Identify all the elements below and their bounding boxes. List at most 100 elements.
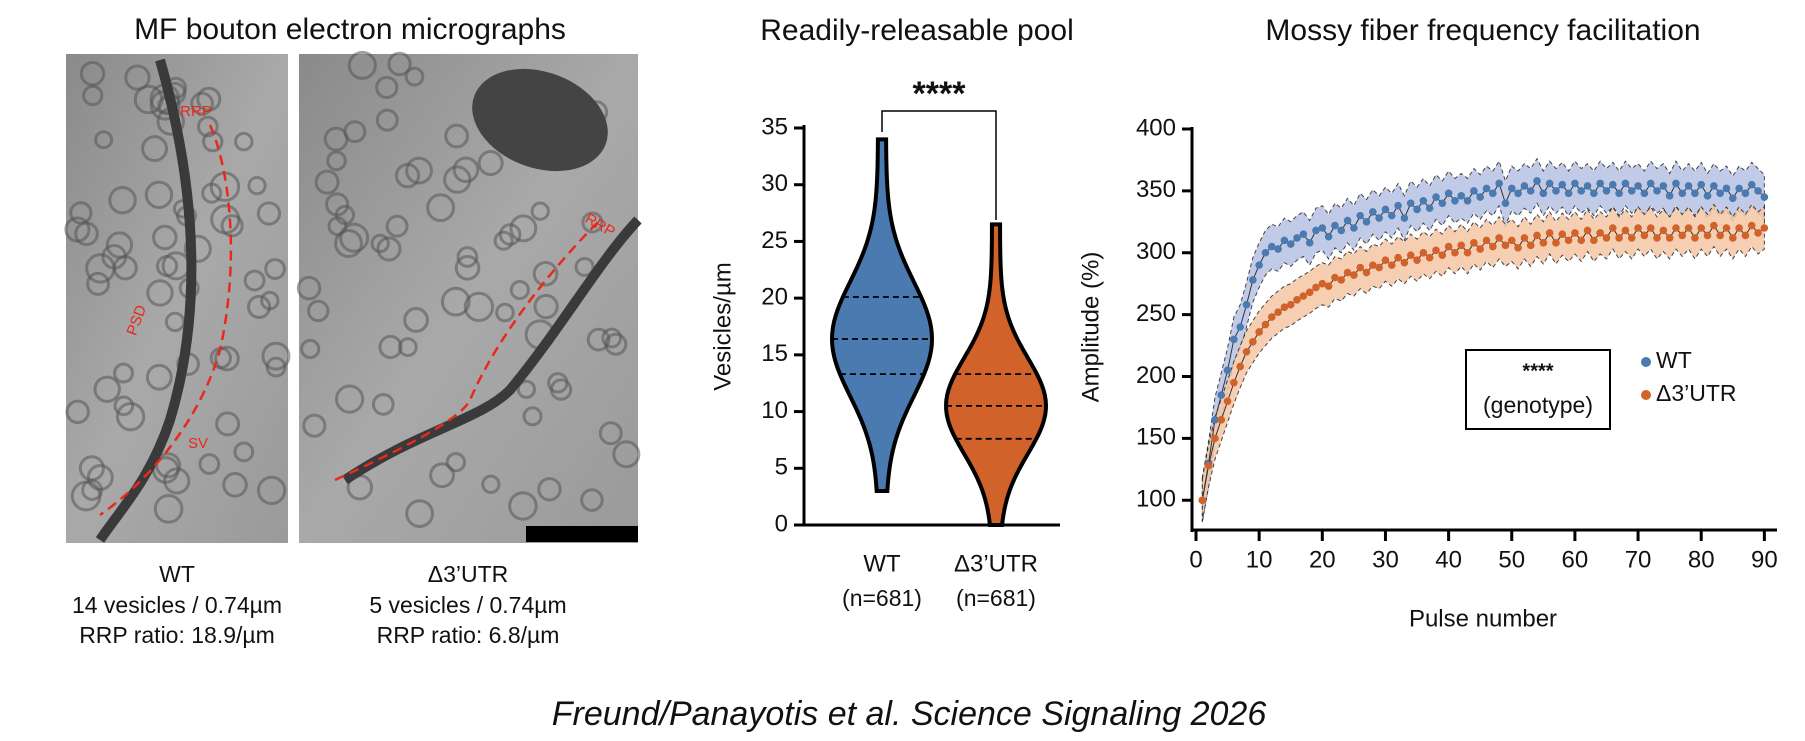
data-point	[1413, 256, 1421, 264]
vesicle	[445, 452, 467, 473]
data-point	[1495, 179, 1503, 188]
data-point	[1299, 230, 1308, 238]
data-point	[1230, 335, 1238, 344]
data-point	[1653, 234, 1661, 242]
data-point	[1261, 320, 1270, 329]
annotation: (genotype)	[1483, 392, 1593, 418]
data-point	[1621, 226, 1630, 235]
vesicle	[405, 156, 433, 185]
vesicle	[516, 379, 537, 399]
data-point	[1754, 187, 1762, 195]
data-point	[1609, 224, 1617, 232]
data-point	[1369, 261, 1377, 269]
vesicle	[477, 150, 504, 177]
data-point	[1350, 224, 1358, 232]
data-point	[1520, 234, 1529, 242]
vesicle	[347, 50, 377, 80]
vesicle	[343, 120, 367, 144]
data-point	[1406, 199, 1415, 208]
vesicle	[463, 291, 495, 323]
vesicle	[429, 462, 455, 489]
data-point	[1387, 261, 1396, 269]
y-axis-label: Vesicles/µm	[709, 262, 736, 391]
vesicle	[261, 341, 291, 371]
y-tick-label: 200	[1136, 362, 1176, 389]
x-tick-label: 30	[1372, 546, 1399, 573]
image-annotation: SV	[188, 435, 208, 452]
data-point	[1280, 236, 1289, 245]
y-tick-label: 5	[775, 454, 788, 481]
vesicle	[233, 441, 255, 463]
y-tick-label: 350	[1136, 176, 1176, 203]
data-point	[1665, 234, 1674, 242]
data-point	[1640, 189, 1649, 198]
data-point	[1432, 246, 1440, 255]
x-tick-label: 40	[1435, 546, 1462, 573]
data-point	[1261, 248, 1270, 257]
y-tick-label: 400	[1136, 114, 1176, 141]
data-point	[1293, 295, 1301, 304]
vesicle	[141, 135, 169, 163]
data-point	[1634, 182, 1642, 190]
data-point	[1274, 308, 1282, 316]
data-point	[1571, 229, 1579, 237]
panel-label: Δ3’UTR	[428, 561, 509, 587]
violin	[829, 137, 935, 493]
vesicle	[220, 214, 244, 238]
data-point	[1596, 229, 1604, 237]
data-point	[1413, 205, 1421, 214]
vesicle	[532, 261, 559, 287]
data-point	[1634, 224, 1642, 232]
data-point	[1242, 300, 1251, 309]
vesicle	[387, 51, 412, 77]
vesicle	[376, 236, 402, 262]
data-point	[1760, 193, 1769, 201]
data-point	[1451, 196, 1459, 205]
vesicle	[260, 290, 280, 311]
vesicle	[493, 230, 514, 251]
data-point	[1627, 187, 1636, 195]
vesicle	[370, 233, 390, 254]
data-point	[1356, 211, 1364, 220]
data-point	[1716, 189, 1724, 198]
data-point	[1356, 263, 1364, 272]
data-point	[1741, 231, 1750, 240]
vesicle	[334, 384, 365, 414]
vesicle	[375, 75, 399, 100]
data-point	[1438, 199, 1447, 208]
data-point	[1255, 328, 1263, 336]
data-point	[1653, 187, 1661, 195]
vesicle	[256, 475, 287, 506]
data-point	[1760, 224, 1769, 232]
error-band	[1201, 203, 1765, 522]
data-point	[1198, 496, 1207, 505]
vesicle	[509, 279, 530, 301]
vesicle	[234, 131, 254, 152]
data-point	[1463, 248, 1472, 257]
vesicle	[530, 201, 550, 221]
data-point	[1564, 236, 1573, 245]
vesicle	[598, 421, 623, 446]
data-point	[1457, 241, 1466, 250]
vesicle	[440, 286, 471, 317]
data-point	[1312, 226, 1320, 235]
vesicle	[86, 271, 111, 296]
data-point	[1305, 288, 1314, 297]
legend-marker	[1641, 390, 1651, 400]
data-point	[1571, 179, 1579, 188]
data-point	[1312, 283, 1320, 292]
data-point	[1514, 189, 1522, 198]
annotation-box	[1465, 349, 1611, 430]
y-tick-label: 10	[761, 397, 788, 424]
data-point	[1211, 416, 1219, 424]
vesicle	[574, 256, 595, 277]
vesicle	[108, 185, 137, 215]
data-point	[1419, 248, 1428, 257]
chart-title: Mossy fiber frequency facilitation	[1265, 14, 1700, 47]
significance: ****	[913, 75, 967, 113]
data-point	[1293, 234, 1301, 242]
vesicle	[197, 115, 219, 138]
x-tick-label: 60	[1562, 546, 1589, 573]
data-point	[1217, 416, 1226, 424]
vesicle	[481, 474, 501, 494]
